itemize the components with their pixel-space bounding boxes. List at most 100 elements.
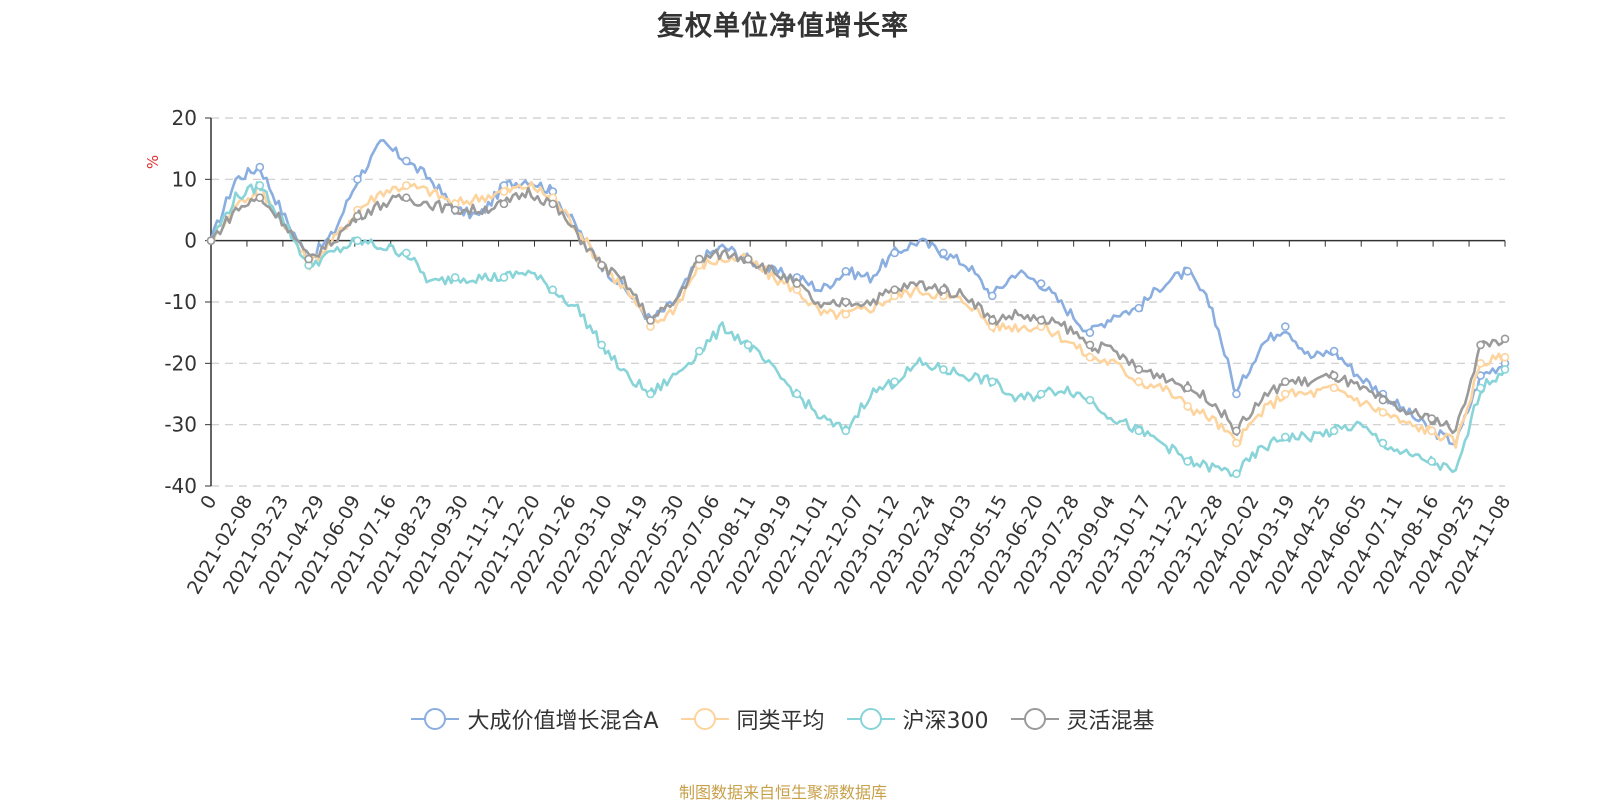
y-tick-labels: 20 10 0 -10 -20 -30 -40 bbox=[164, 106, 197, 498]
series-point bbox=[1036, 389, 1046, 399]
series-point bbox=[1232, 426, 1241, 436]
series-point bbox=[304, 254, 313, 264]
series-point bbox=[450, 273, 460, 282]
series-point bbox=[1427, 457, 1437, 466]
series-point bbox=[695, 346, 704, 356]
series-point bbox=[1134, 303, 1144, 313]
legend-item-flexible-mixed[interactable]: 灵活混基 bbox=[1010, 703, 1155, 735]
series-point bbox=[743, 254, 753, 264]
series-point bbox=[1232, 438, 1241, 448]
series-point bbox=[402, 156, 411, 166]
series-point bbox=[1500, 365, 1510, 374]
series-point bbox=[646, 389, 655, 399]
series-point bbox=[597, 340, 606, 350]
series-point bbox=[499, 273, 509, 282]
series-point bbox=[1232, 389, 1241, 399]
series-point bbox=[1329, 346, 1339, 356]
series-point bbox=[1476, 383, 1485, 393]
legend-item-csi300[interactable]: 沪深300 bbox=[846, 703, 989, 735]
series-point bbox=[353, 236, 362, 245]
series-point bbox=[1134, 377, 1144, 387]
legend-line-icon bbox=[1010, 708, 1059, 730]
series-point bbox=[841, 267, 851, 276]
series-point bbox=[255, 193, 265, 203]
series-point bbox=[1036, 279, 1046, 288]
legend-label: 大成价值增长混合A bbox=[467, 709, 659, 734]
series-point bbox=[987, 377, 997, 387]
series-point bbox=[1280, 377, 1290, 387]
series-point bbox=[1134, 365, 1144, 374]
chart-title: 复权单位净值增长率 bbox=[657, 11, 909, 42]
series-point bbox=[450, 205, 460, 215]
series-point bbox=[255, 181, 265, 190]
x-tick-label: 0 bbox=[196, 492, 221, 513]
series-point bbox=[1378, 395, 1388, 405]
series-point bbox=[353, 175, 362, 184]
series-point bbox=[1134, 426, 1144, 436]
legend-line-icon bbox=[846, 708, 895, 730]
series-point bbox=[499, 199, 509, 209]
series-point bbox=[1183, 383, 1192, 393]
series-line bbox=[210, 180, 1506, 449]
series-point bbox=[1378, 438, 1388, 448]
series-point bbox=[1329, 426, 1339, 436]
y-tick-label: -20 bbox=[164, 351, 197, 375]
series-point bbox=[548, 199, 558, 209]
series-point bbox=[548, 285, 558, 295]
series-point bbox=[939, 285, 948, 295]
series-point bbox=[1232, 469, 1241, 479]
series-point bbox=[255, 162, 265, 172]
series-point bbox=[206, 236, 216, 245]
series-point bbox=[890, 377, 899, 387]
series-point bbox=[1085, 395, 1095, 405]
series-point bbox=[353, 211, 362, 221]
series-point bbox=[987, 291, 997, 301]
series-line bbox=[209, 181, 1507, 478]
y-tick-label: -30 bbox=[164, 413, 197, 437]
legend: 大成价值增长混合A 同类平均 沪深300 灵活混基 bbox=[0, 703, 1566, 735]
series-point bbox=[792, 279, 802, 288]
series-point bbox=[1329, 371, 1339, 380]
series-point bbox=[1183, 401, 1192, 411]
series-point bbox=[841, 309, 851, 319]
series-point bbox=[1427, 426, 1437, 436]
y-tick-label: 10 bbox=[172, 167, 197, 191]
series-point bbox=[1500, 334, 1510, 344]
series-point bbox=[402, 193, 411, 203]
y-tick-label: -10 bbox=[164, 290, 197, 314]
series-point bbox=[1036, 316, 1046, 325]
y-tick-label: 0 bbox=[184, 229, 197, 253]
series-point bbox=[1378, 408, 1388, 417]
data-source-note: 制图数据来自恒生聚源数据库 bbox=[678, 783, 887, 802]
legend-label: 灵活混基 bbox=[1066, 709, 1155, 734]
series-point bbox=[402, 248, 411, 258]
series-point bbox=[987, 316, 997, 325]
series-point bbox=[939, 365, 948, 374]
y-axis-label: % bbox=[144, 155, 162, 169]
x-tick-labels: 02021-02-082021-03-232021-04-292021-06-0… bbox=[183, 491, 1515, 598]
series-point bbox=[792, 389, 802, 399]
y-tick-label: 20 bbox=[172, 106, 197, 130]
series-point bbox=[841, 297, 851, 307]
series-line bbox=[209, 186, 1507, 436]
series-point bbox=[841, 426, 851, 436]
series-line bbox=[209, 139, 1506, 446]
series-point bbox=[646, 316, 655, 325]
y-tick-label: -40 bbox=[164, 474, 197, 498]
legend-item-dacheng[interactable]: 大成价值增长混合A bbox=[411, 703, 659, 735]
series-point bbox=[1085, 328, 1095, 337]
series-point bbox=[939, 248, 948, 258]
series-point bbox=[1280, 389, 1290, 399]
legend-label: 同类平均 bbox=[736, 709, 825, 734]
series-point bbox=[499, 187, 509, 196]
series-point bbox=[890, 285, 899, 295]
series-lines bbox=[206, 139, 1510, 479]
series-point bbox=[1183, 267, 1192, 276]
series-point bbox=[1085, 340, 1095, 350]
legend-item-peer-average[interactable]: 同类平均 bbox=[680, 703, 825, 735]
series-point bbox=[597, 260, 606, 270]
grid-lines bbox=[211, 117, 1505, 487]
series-point bbox=[1329, 383, 1339, 393]
series-point bbox=[695, 254, 704, 264]
